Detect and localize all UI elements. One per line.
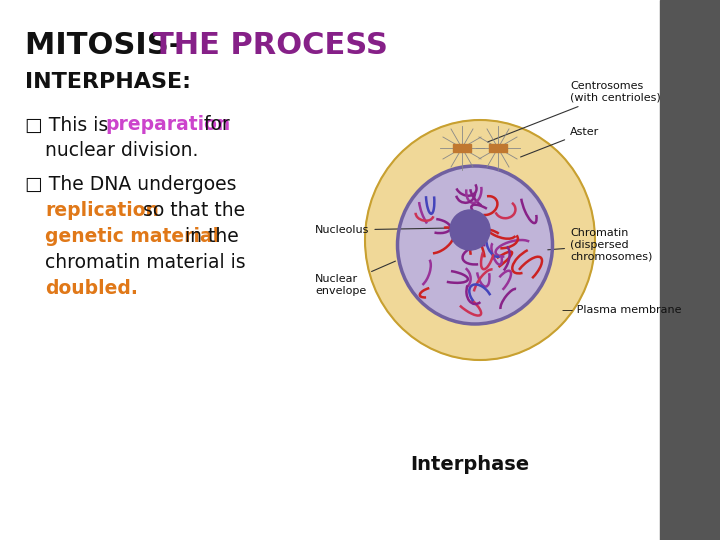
Bar: [453, 144, 471, 152]
Text: INTERPHASE:: INTERPHASE:: [25, 72, 191, 92]
Text: genetic material: genetic material: [45, 227, 219, 246]
Text: so that the: so that the: [137, 201, 245, 220]
Text: THE PROCESS: THE PROCESS: [153, 30, 388, 59]
Text: replication: replication: [45, 201, 159, 220]
Text: □ This is: □ This is: [25, 116, 114, 134]
Text: Chromatin
(dispersed
chromosomes): Chromatin (dispersed chromosomes): [548, 228, 652, 261]
Text: Aster: Aster: [521, 127, 599, 157]
Text: MITOSIS-: MITOSIS-: [25, 30, 192, 59]
Text: — Plasma membrane: — Plasma membrane: [562, 305, 682, 315]
Ellipse shape: [397, 166, 552, 324]
Text: Interphase: Interphase: [410, 456, 530, 475]
Ellipse shape: [365, 120, 595, 360]
Text: Nuclear
envelope: Nuclear envelope: [315, 261, 395, 296]
Text: chromatin material is: chromatin material is: [45, 253, 246, 273]
Circle shape: [450, 210, 490, 250]
Text: preparation: preparation: [105, 116, 230, 134]
Bar: [660, 0, 720, 540]
Text: in the: in the: [179, 227, 239, 246]
Text: Nucleolus: Nucleolus: [315, 225, 449, 235]
Text: □ The DNA undergoes: □ The DNA undergoes: [25, 176, 236, 194]
Text: for: for: [198, 116, 230, 134]
Text: Centrosomes
(with centrioles): Centrosomes (with centrioles): [487, 81, 661, 142]
Bar: [489, 144, 507, 152]
Text: doubled.: doubled.: [45, 280, 138, 299]
Text: nuclear division.: nuclear division.: [45, 141, 199, 160]
